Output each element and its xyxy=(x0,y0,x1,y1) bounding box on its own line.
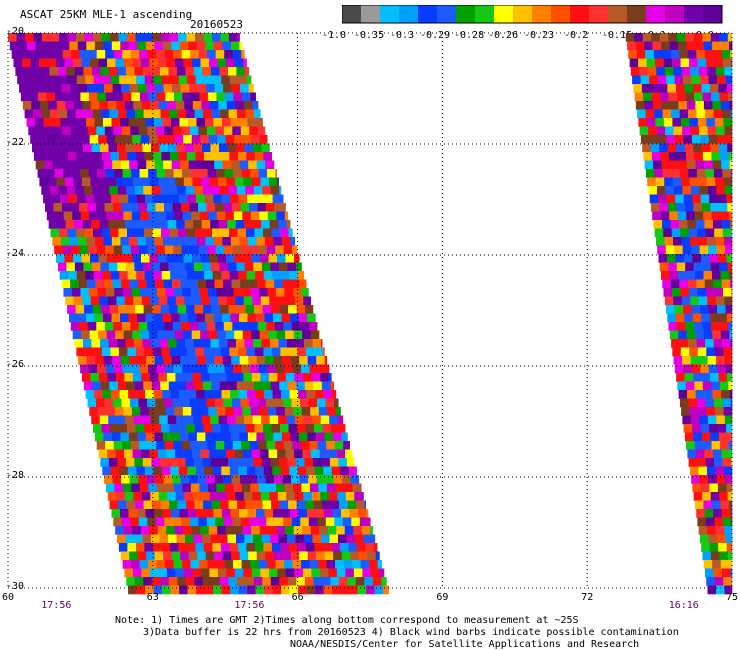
footnote-line-1: Note: 1) Times are GMT 2)Times along bot… xyxy=(115,615,579,626)
colorbar-tick-label: -1.0 xyxy=(322,30,347,41)
colorbar-swatch xyxy=(608,5,628,23)
y-tick-label: -22 xyxy=(6,137,25,148)
colorbar-swatch xyxy=(513,5,533,23)
pass-time-label: 16:16 xyxy=(668,600,699,611)
colorbar-swatch xyxy=(418,5,438,23)
x-tick-label: 75 xyxy=(726,592,739,603)
colorbar-swatch xyxy=(551,5,571,23)
x-tick-label: 69 xyxy=(436,592,449,603)
colorbar-swatch xyxy=(589,5,609,23)
colorbar-tick-label: -0.35 xyxy=(354,30,385,41)
footnote-line-3: NOAA/NESDIS/Center for Satellite Applica… xyxy=(290,639,640,650)
swath-2 xyxy=(625,33,733,595)
y-tick-label: -30 xyxy=(6,581,25,592)
colorbar-tick-label: -0.28 xyxy=(454,30,485,41)
colorbar-swatch xyxy=(703,5,723,23)
pass-time-label: 17:56 xyxy=(234,600,265,611)
chart-title: ASCAT 25KM MLE-1 ascending xyxy=(20,8,193,21)
colorbar-swatch xyxy=(361,5,381,23)
y-tick-label: -20 xyxy=(6,26,25,37)
x-tick-label: 72 xyxy=(581,592,594,603)
chart-date: 20160523 xyxy=(190,18,243,31)
pass-time-label: 17:56 xyxy=(41,600,72,611)
colorbar-swatch xyxy=(570,5,590,23)
footnote-line-2: 3)Data buffer is 22 hrs from 20160523 4)… xyxy=(143,627,679,638)
colorbar-swatch xyxy=(684,5,704,23)
colorbar-tick-label: -0.23 xyxy=(524,30,555,41)
colorbar-swatch xyxy=(627,5,647,23)
swath-1 xyxy=(8,33,389,595)
colorbar-swatch xyxy=(342,5,362,23)
x-tick-label: 60 xyxy=(2,592,15,603)
colorbar-swatch xyxy=(456,5,476,23)
y-tick-label: -26 xyxy=(6,359,25,370)
colorbar-swatch xyxy=(665,5,685,23)
colorbar-swatch xyxy=(494,5,514,23)
colorbar-swatch xyxy=(399,5,419,23)
colorbar-swatches xyxy=(341,4,723,24)
colorbar-swatch xyxy=(532,5,552,23)
colorbar-tick-label: -0.26 xyxy=(488,30,519,41)
colorbar-tick-label: -0.2 xyxy=(564,30,589,41)
x-tick-label: 63 xyxy=(146,592,159,603)
grid xyxy=(7,32,733,589)
colorbar-tick-label: -0.3 xyxy=(390,30,415,41)
colorbar-swatch xyxy=(646,5,666,23)
colorbar-swatch xyxy=(475,5,495,23)
x-tick-label: 66 xyxy=(291,592,304,603)
colorbar-swatch xyxy=(380,5,400,23)
y-tick-label: -28 xyxy=(6,470,25,481)
colorbar-swatch xyxy=(437,5,457,23)
y-tick-label: -24 xyxy=(6,248,25,259)
colorbar-tick-label: -0.15 xyxy=(602,30,633,41)
colorbar: -1.0 -0.35 -0.3 -0.29 -0.28 -0.26 -0.23 -0.2 -0.… xyxy=(322,4,732,41)
colorbar-tick-label: -0.29 xyxy=(420,30,451,41)
